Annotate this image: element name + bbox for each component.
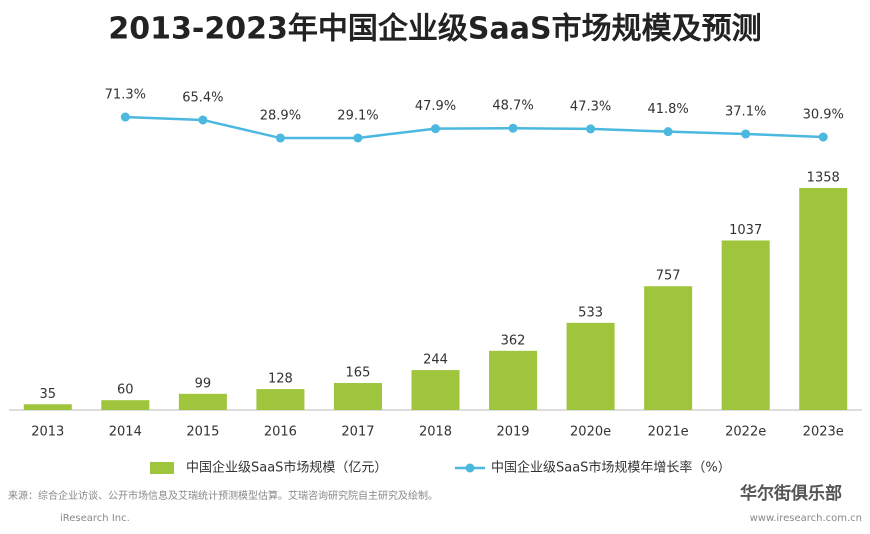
bar [23, 404, 72, 410]
x-tick-label: 2021e [648, 425, 689, 440]
x-tick-label: 2019 [496, 425, 529, 440]
bar-label: 99 [195, 376, 212, 391]
bar [333, 383, 382, 410]
line-label: 71.3% [105, 88, 146, 103]
bar-label: 128 [268, 372, 293, 387]
bar-label: 1037 [729, 223, 762, 238]
bar-label: 165 [346, 366, 371, 381]
line-label: 41.8% [647, 102, 688, 117]
x-tick-label: 2013 [31, 425, 64, 440]
point [275, 133, 285, 143]
x-tick-label: 2018 [419, 425, 452, 440]
point [431, 124, 440, 134]
chart-title: 2013-2023年中国企业级SaaS市场规模及预测 [108, 12, 761, 47]
bar [178, 393, 227, 410]
x-tick-label: 2016 [264, 425, 297, 440]
x-tick-label: 2022e [725, 425, 766, 440]
source: 来源：综合企业访谈、公开市场信息及艾瑞统计预测模型估算。艾瑞咨询研究院自主研究及… [8, 489, 438, 502]
line-label: 48.7% [492, 99, 533, 114]
line-label: 37.1% [725, 104, 766, 119]
line [125, 115, 824, 140]
point [198, 115, 208, 125]
x-tick-label: 2015 [186, 425, 219, 440]
website: www.iresearch.com.cn [750, 513, 862, 524]
bar-label: 362 [501, 333, 526, 348]
line-label: 29.1% [337, 108, 378, 123]
bar [411, 370, 460, 410]
bar-label: 533 [578, 305, 603, 320]
bar-label: 35 [39, 387, 56, 402]
bar [256, 389, 305, 410]
x-tick-label: 2023e [803, 425, 844, 440]
line-label: 65.4% [182, 90, 223, 105]
point [663, 127, 673, 137]
point [353, 133, 363, 143]
line-label: 30.9% [803, 108, 844, 123]
x-tick-label: 2017 [341, 425, 374, 440]
bar [721, 240, 770, 410]
bar [101, 400, 150, 410]
line-label: 28.9% [260, 109, 301, 124]
point [508, 123, 518, 133]
legend-label: 中国企业级SaaS市场规模（亿元） [186, 460, 387, 476]
bar-label: 60 [117, 383, 134, 398]
point [741, 129, 751, 139]
bar [489, 350, 538, 410]
point [586, 124, 596, 134]
bar-label: 757 [656, 269, 681, 284]
line-label: 47.9% [415, 99, 456, 114]
bar [799, 187, 848, 410]
point [120, 112, 130, 122]
legend-label: 中国企业级SaaS市场规模年增长率（%） [491, 460, 731, 476]
bar [644, 286, 693, 410]
x-tick-label: 2014 [109, 425, 142, 440]
bar-label: 244 [423, 353, 448, 368]
legend-swatch [150, 462, 174, 474]
line-label: 47.3% [570, 99, 611, 114]
copyright: iResearch Inc. [60, 513, 130, 524]
watermark: 华尔街俱乐部 [740, 483, 842, 504]
bar-label: 1358 [807, 170, 840, 185]
point [818, 132, 828, 142]
x-tick-label: 2020e [570, 425, 611, 440]
legend-dot [465, 463, 475, 473]
bar [566, 322, 615, 410]
